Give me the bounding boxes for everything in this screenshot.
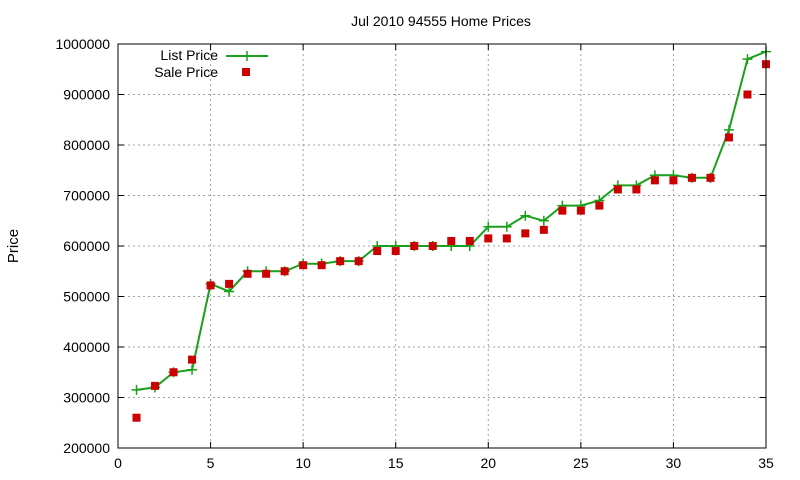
y-tick-label: 500000 bbox=[63, 289, 110, 305]
sale-price-point bbox=[650, 176, 659, 185]
y-tick-label: 200000 bbox=[63, 440, 110, 456]
y-tick-label: 600000 bbox=[63, 238, 110, 254]
list-price-point bbox=[224, 286, 235, 297]
sale-price-point bbox=[243, 269, 252, 278]
y-tick-label: 300000 bbox=[63, 390, 110, 406]
sale-price-point bbox=[576, 206, 585, 215]
sale-price-point bbox=[151, 381, 160, 390]
sale-price-point bbox=[206, 281, 215, 290]
list-price-point bbox=[131, 384, 142, 395]
x-tick-label: 5 bbox=[207, 455, 215, 471]
sale-price-point bbox=[687, 173, 696, 182]
list-price-point bbox=[501, 221, 512, 232]
x-tick-label: 25 bbox=[573, 455, 589, 471]
sale-price-point bbox=[280, 267, 289, 276]
sale-price-point bbox=[169, 368, 178, 377]
x-tick-label: 35 bbox=[758, 455, 774, 471]
sale-price-point bbox=[669, 176, 678, 185]
sale-price-point bbox=[428, 242, 437, 250]
sale-price-point bbox=[502, 234, 511, 243]
x-tick-label: 30 bbox=[666, 455, 682, 471]
x-tick-label: 10 bbox=[295, 455, 311, 471]
sale-price-point bbox=[410, 242, 419, 250]
legend-label-sale-price: Sale Price bbox=[154, 64, 218, 80]
sale-price-point bbox=[132, 413, 141, 422]
chart-title: Jul 2010 94555 Home Prices bbox=[351, 13, 531, 29]
sale-price-point bbox=[317, 261, 326, 270]
axes: 0 5 10 15 20 25 30 35 200000 300000 400000 500000 60… bbox=[55, 36, 774, 471]
legend-label-list-price: List Price bbox=[160, 47, 218, 63]
sale-price-point bbox=[465, 236, 474, 245]
sale-price-point bbox=[558, 206, 567, 215]
sale-price-point bbox=[743, 90, 752, 99]
y-tick-label: 800000 bbox=[63, 137, 110, 153]
x-tick-label: 0 bbox=[114, 455, 122, 471]
sale-price-point bbox=[613, 185, 622, 194]
data-series bbox=[131, 46, 771, 422]
x-tick-label: 15 bbox=[388, 455, 404, 471]
sale-price-point bbox=[354, 257, 363, 266]
y-tick-label: 900000 bbox=[63, 87, 110, 103]
sale-price-point bbox=[262, 269, 271, 278]
y-axis-label: Price bbox=[5, 229, 22, 263]
sale-price-point bbox=[706, 173, 715, 182]
sale-price-point bbox=[373, 247, 382, 256]
sale-price-point bbox=[539, 225, 548, 234]
legend: List Price Sale Price bbox=[154, 47, 268, 80]
list-price-point bbox=[538, 215, 549, 226]
sale-price-point bbox=[724, 133, 733, 142]
sale-price-point bbox=[632, 185, 641, 194]
sale-price-point bbox=[447, 236, 456, 245]
list-price-line bbox=[136, 50, 767, 391]
y-tick-label: 1000000 bbox=[55, 36, 110, 52]
sale-price-point bbox=[484, 234, 493, 243]
list-price-point bbox=[520, 210, 531, 221]
list-price-point bbox=[723, 124, 734, 135]
y-tick-label: 700000 bbox=[63, 188, 110, 204]
sale-price-point bbox=[391, 247, 400, 256]
grid-lines bbox=[118, 44, 766, 448]
legend-swatch-sale-price bbox=[242, 68, 250, 76]
sale-price-point bbox=[299, 261, 308, 270]
list-price-point bbox=[483, 221, 494, 232]
sale-price-point bbox=[225, 279, 234, 288]
legend-marker-list-price bbox=[242, 51, 252, 61]
list-price-point bbox=[187, 364, 198, 375]
sale-price-point bbox=[521, 229, 530, 238]
list-price-point bbox=[742, 54, 753, 65]
sale-price-point bbox=[188, 355, 197, 364]
sale-price-point bbox=[336, 257, 345, 266]
sale-price-point bbox=[595, 201, 604, 210]
y-tick-label: 400000 bbox=[63, 339, 110, 355]
x-tick-label: 20 bbox=[480, 455, 496, 471]
